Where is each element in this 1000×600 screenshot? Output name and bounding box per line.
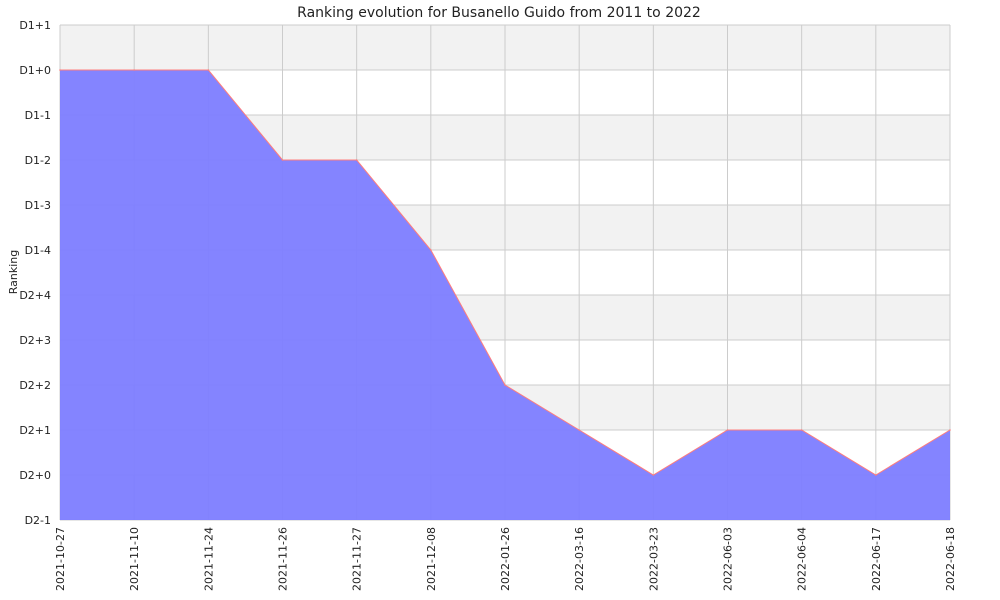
data-point [875,474,877,476]
y-tick-label: D1+0 [19,64,51,77]
data-point [207,69,210,71]
data-point [949,429,951,431]
x-tick-label: 2022-06-03 [722,527,735,591]
y-tick-label: D1+1 [19,19,51,32]
y-tick-label: D2+0 [19,469,51,482]
y-tick-label: D2+4 [19,289,51,302]
y-tick-label: D2-1 [25,514,51,527]
data-point [652,474,655,476]
x-tick-label: 2022-06-17 [870,527,883,591]
y-tick-label: D2+2 [19,379,51,392]
series-area-fill [60,70,950,520]
x-tick-label: 2022-03-23 [647,527,660,591]
data-point [430,249,432,251]
data-point [281,159,284,161]
data-point [504,384,506,386]
x-tick-label: 2022-01-26 [499,527,512,591]
y-tick-label: D1-4 [25,244,51,257]
x-tick-label: 2021-11-10 [128,527,141,591]
y-tick-label: D2+3 [19,334,51,347]
data-point [578,429,580,431]
y-axis-label: Ranking [7,250,20,295]
series-area [59,69,951,520]
data-point [133,69,135,71]
x-tick-label: 2021-11-27 [351,527,364,591]
x-tick-label: 2022-03-16 [573,527,586,591]
data-point [726,429,729,431]
data-point [59,69,61,71]
chart-title: Ranking evolution for Busanello Guido fr… [297,5,701,21]
data-point [800,429,803,431]
y-axis-ticks: D2-1 D2+0 D2+1 D2+2 D2+3 D2+4 D1-4 D1-3 D1-2 D1-1… [19,19,51,527]
y-tick-label: D1-1 [25,109,51,122]
y-tick-label: D1-2 [25,154,51,167]
x-tick-label: 2021-12-08 [425,527,438,591]
data-point [355,159,358,161]
x-tick-label: 2021-11-26 [277,527,290,591]
x-tick-label: 2021-10-27 [54,527,67,591]
x-tick-label: 2022-06-04 [796,527,809,591]
y-tick-label: D1-3 [25,199,51,212]
y-tick-label: D2+1 [19,424,51,437]
x-tick-label: 2022-06-18 [944,527,957,591]
x-axis-ticks: 2021-10-27 2021-11-10 2021-11-24 2021-11-26… [54,527,957,591]
x-tick-label: 2021-11-24 [202,527,215,591]
